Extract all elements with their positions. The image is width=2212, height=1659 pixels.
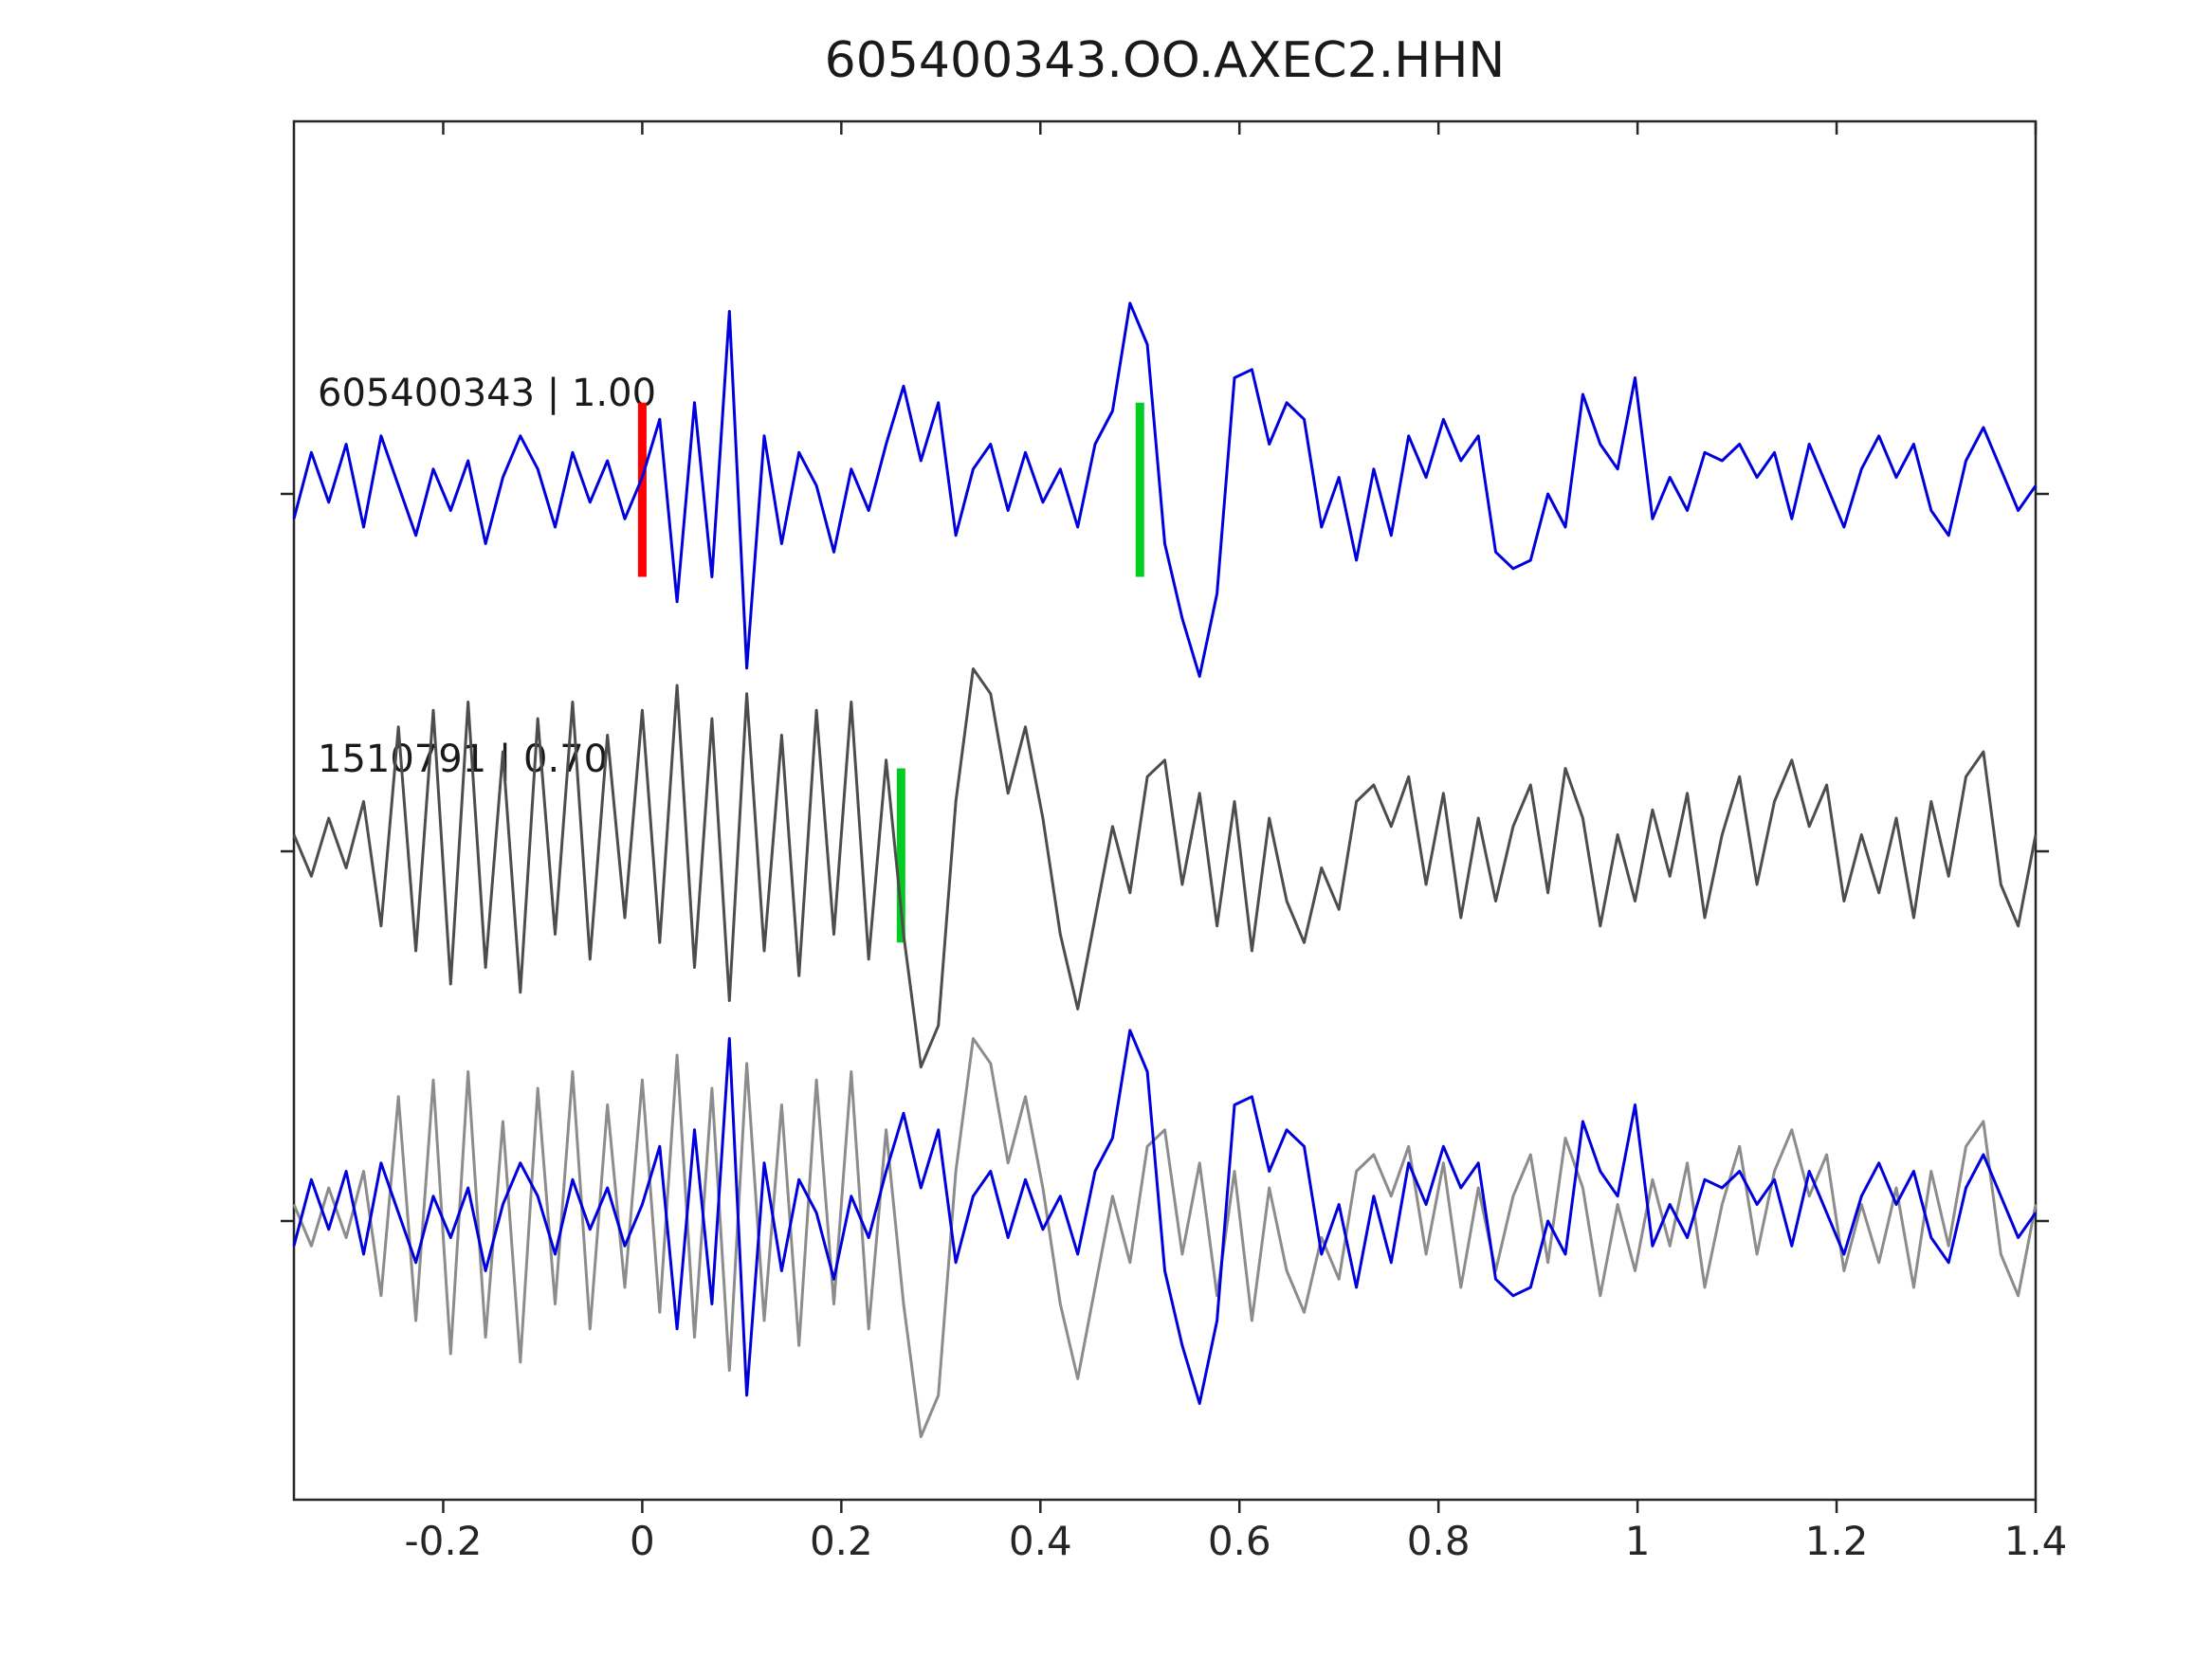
x-tick-label: 0: [630, 1518, 655, 1564]
x-tick-label: 1.4: [2004, 1518, 2068, 1564]
x-tick-label: -0.2: [404, 1518, 482, 1564]
trace-detection-row2: [292, 667, 2038, 1068]
x-tick-label: 1: [1625, 1518, 1651, 1564]
trace-template-row3: [292, 1029, 2038, 1405]
axis-ticks: [281, 121, 2049, 1513]
x-tick-label: 0.2: [810, 1518, 873, 1564]
axis-tick-labels: -0.2 0 0.2 0.4 0.6 0.8 1 1.2 1.4: [404, 1518, 2067, 1564]
x-tick-label: 0.6: [1208, 1518, 1271, 1564]
trace-template-row1: [292, 301, 2038, 678]
plot-frame: [292, 119, 2038, 1502]
x-tick-label: 1.2: [1805, 1518, 1869, 1564]
trace-detection-row3: [292, 1037, 2038, 1438]
template-trace-label: 605400343 | 1.00: [318, 372, 657, 415]
x-tick-label: 0.4: [1009, 1518, 1072, 1564]
waveform-traces: [292, 301, 2038, 1438]
chart-title: 605400343.OO.AXEC2.HHN: [824, 32, 1506, 89]
x-tick-label: 0.8: [1407, 1518, 1471, 1564]
